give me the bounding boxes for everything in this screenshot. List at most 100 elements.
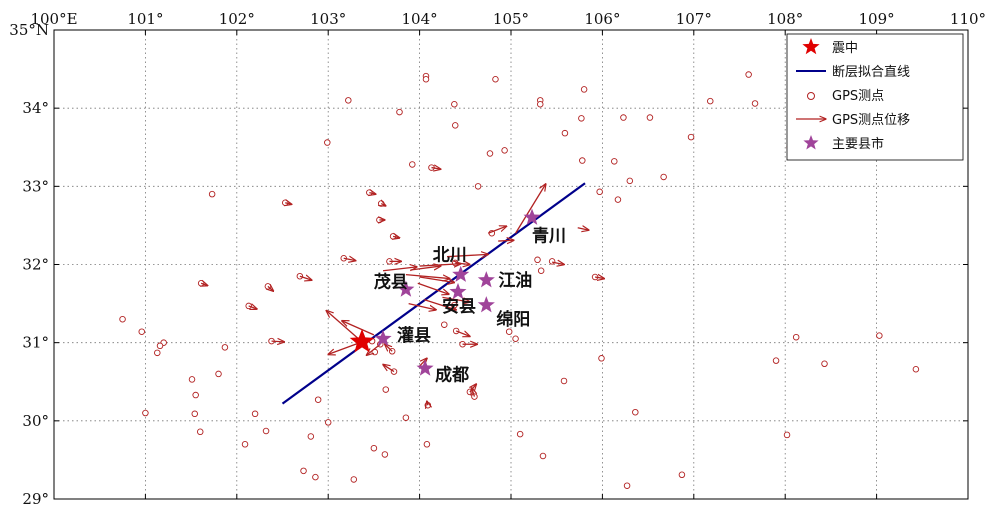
x-tick-label: 102° [219, 10, 255, 28]
gps-station-marker [614, 196, 622, 203]
x-tick-label: 100°E [30, 10, 77, 28]
gps-station-marker [580, 86, 588, 93]
displacement-arrow [498, 240, 514, 241]
displacement-arrow [515, 184, 546, 234]
gps-station-marker [745, 71, 752, 78]
y-tick-label: 35°N [9, 21, 49, 39]
gps-station-marker [536, 101, 544, 108]
displacement-arrow [408, 302, 436, 310]
x-tick-label: 108° [767, 10, 803, 28]
x-tick-label: 110° [950, 10, 986, 28]
displacement-arrow [271, 341, 285, 342]
displacement-arrow [268, 286, 273, 291]
gps-station-marker [156, 342, 164, 350]
displacement-arrow [248, 306, 257, 309]
gps-station-marker [646, 114, 654, 121]
gps-station-marker [486, 150, 494, 157]
gps-station-marker [792, 333, 800, 341]
displacement-arrow [393, 236, 399, 238]
displacement-arrow [342, 321, 375, 336]
gps-station-marker [324, 419, 332, 426]
gps-station-marker [409, 161, 416, 168]
gps-station-marker [221, 344, 229, 351]
legend-label-major-cities: 主要县市 [832, 136, 884, 152]
gps-station-marker [783, 431, 791, 439]
displacement-arrow [369, 193, 375, 195]
gps-station-marker [474, 183, 482, 190]
gps-station-marker [534, 256, 541, 264]
x-tick-label: 106° [584, 10, 620, 28]
gps-station-marker [324, 139, 331, 146]
gps-station-marker [451, 122, 459, 129]
gps-station-marker [241, 441, 249, 448]
city-star-icon [477, 296, 495, 313]
displacement-arrow [405, 274, 450, 279]
gps-station-marker [505, 328, 513, 335]
city-label: 安县 [442, 296, 476, 317]
city-label: 青川 [532, 226, 566, 247]
gps-station-marker [492, 75, 499, 83]
gps-station-marker [314, 396, 322, 403]
red-star-icon [802, 38, 820, 55]
gps-station-marker [611, 158, 618, 165]
gps-station-marker [561, 129, 569, 137]
gps-station-marker [381, 451, 389, 458]
gps-station-marker [707, 97, 714, 105]
gps-station-marker [451, 101, 458, 108]
gps-station-marker [396, 108, 403, 116]
y-tick-label: 31° [22, 334, 49, 352]
displacement-arrow [419, 358, 427, 367]
city-label: 绵阳 [496, 309, 530, 330]
gps-station-marker [208, 190, 216, 198]
legend: 震中 断层拟合直线 GPS测点 GPS测点位移 主要县市 [786, 33, 964, 161]
gps-station-marker [192, 391, 199, 399]
city-label: 茂县 [374, 272, 408, 293]
gps-station-marker [119, 315, 126, 323]
gps-station-marker [188, 376, 196, 383]
x-tick-label: 105° [493, 10, 529, 28]
gps-station-marker [382, 386, 390, 393]
legend-item-epicenter: 震中 [802, 38, 858, 56]
gps-station-marker [626, 177, 634, 185]
gps-station-marker [560, 377, 568, 385]
gps-station-marker [262, 427, 270, 435]
city-label: 北川 [433, 246, 467, 266]
gps-station-marker [196, 428, 204, 436]
gps-station-marker [307, 433, 315, 440]
x-tick-label: 101° [127, 10, 163, 28]
gps-station-marker [345, 97, 352, 104]
y-tick-label: 32° [22, 256, 49, 274]
city-star-icon [397, 280, 415, 297]
city-star-icon [452, 265, 470, 282]
displacement-arrow [455, 263, 470, 265]
circle-icon [807, 92, 815, 100]
city-star-icon [374, 329, 392, 346]
displacement-arrow [577, 228, 589, 230]
gps-station-marker [423, 441, 431, 448]
gps-station-marker [678, 471, 686, 479]
legend-box [786, 33, 964, 161]
gps-station-marker [312, 473, 319, 481]
legend-item-major-cities: 主要县市 [803, 135, 884, 152]
displacement-arrow [455, 330, 470, 336]
gps-station-marker [912, 365, 920, 373]
displacement-arrow [417, 282, 449, 294]
gps-station-marker [537, 267, 545, 275]
city-label: 成都 [435, 364, 469, 385]
x-tick-label: 103° [310, 10, 346, 28]
gps-station-marker [300, 467, 307, 475]
x-tick-label: 104° [402, 10, 438, 28]
y-tick-label: 29° [22, 490, 49, 508]
city-star-icon [523, 208, 541, 225]
gps-station-marker [251, 410, 259, 418]
city-label: 灌县 [397, 326, 431, 346]
gps-station-marker [596, 188, 603, 196]
legend-item-fault-line: 断层拟合直线 [796, 65, 910, 80]
displacement-arrow [328, 341, 363, 355]
y-tick-labels: 29° 30° 31° 32° 33° 34° 35°N [9, 21, 49, 508]
displacement-arrow [442, 296, 469, 302]
legend-label-fault-line: 断层拟合直线 [832, 65, 910, 80]
gps-station-marker [441, 321, 448, 328]
gps-station-marker [620, 114, 627, 121]
